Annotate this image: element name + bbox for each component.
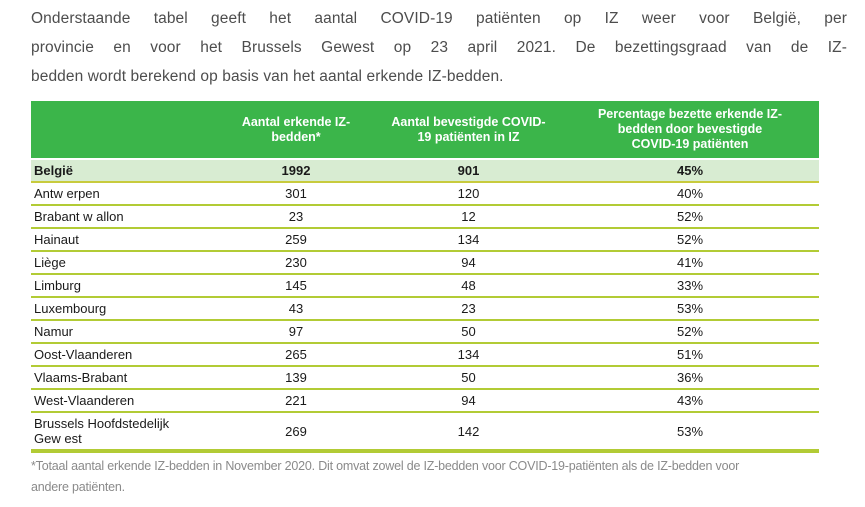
cell-patients: 134 bbox=[376, 343, 561, 367]
cell-patients: 901 bbox=[376, 159, 561, 183]
cell-pct: 51% bbox=[561, 343, 819, 367]
cell-pct: 53% bbox=[561, 412, 819, 453]
cell-pct: 53% bbox=[561, 297, 819, 321]
table-row: Luxembourg 43 23 53% bbox=[31, 297, 819, 321]
cell-pct: 36% bbox=[561, 366, 819, 390]
table-header-row: Aantal erkende IZ- bedden* Aantal bevest… bbox=[31, 101, 819, 160]
header-cell-percentage: Percentage bezette erkende IZ- bedden do… bbox=[561, 101, 819, 160]
cell-beds: 43 bbox=[216, 297, 376, 321]
cell-patients: 142 bbox=[376, 412, 561, 453]
cell-beds: 1992 bbox=[216, 159, 376, 183]
cell-pct: 33% bbox=[561, 274, 819, 298]
cell-patients: 12 bbox=[376, 205, 561, 229]
cell-patients: 134 bbox=[376, 228, 561, 252]
cell-pct: 52% bbox=[561, 228, 819, 252]
cell-pct: 45% bbox=[561, 159, 819, 183]
cell-region: Luxembourg bbox=[31, 297, 216, 321]
table-row: Liège 230 94 41% bbox=[31, 251, 819, 275]
cell-pct: 43% bbox=[561, 389, 819, 413]
header-cell-patients: Aantal bevestigde COVID- 19 patiënten in… bbox=[376, 101, 561, 160]
table-row: Antw erpen 301 120 40% bbox=[31, 182, 819, 206]
covid-iz-table: Aantal erkende IZ- bedden* Aantal bevest… bbox=[31, 101, 819, 453]
cell-beds: 230 bbox=[216, 251, 376, 275]
cell-beds: 269 bbox=[216, 412, 376, 453]
table-row: België 1992 901 45% bbox=[31, 159, 819, 183]
table-row: Hainaut 259 134 52% bbox=[31, 228, 819, 252]
cell-region: Liège bbox=[31, 251, 216, 275]
cell-beds: 259 bbox=[216, 228, 376, 252]
table-row: Oost-Vlaanderen 265 134 51% bbox=[31, 343, 819, 367]
cell-beds: 265 bbox=[216, 343, 376, 367]
cell-patients: 23 bbox=[376, 297, 561, 321]
table-row: Brabant w allon 23 12 52% bbox=[31, 205, 819, 229]
cell-beds: 139 bbox=[216, 366, 376, 390]
intro-paragraph: Onderstaande tabel geeft het aantal COVI… bbox=[31, 4, 847, 91]
cell-patients: 50 bbox=[376, 366, 561, 390]
header-cell-region bbox=[31, 101, 216, 160]
table-row: Namur 97 50 52% bbox=[31, 320, 819, 344]
cell-region: West-Vlaanderen bbox=[31, 389, 216, 413]
table-row: West-Vlaanderen 221 94 43% bbox=[31, 389, 819, 413]
cell-beds: 301 bbox=[216, 182, 376, 206]
footnote-line: andere patiënten. bbox=[31, 480, 125, 494]
cell-patients: 120 bbox=[376, 182, 561, 206]
cell-patients: 48 bbox=[376, 274, 561, 298]
cell-beds: 221 bbox=[216, 389, 376, 413]
footnote: *Totaal aantal erkende IZ-bedden in Nove… bbox=[31, 456, 849, 498]
cell-pct: 52% bbox=[561, 205, 819, 229]
cell-patients: 94 bbox=[376, 389, 561, 413]
cell-pct: 40% bbox=[561, 182, 819, 206]
cell-pct: 41% bbox=[561, 251, 819, 275]
cell-patients: 94 bbox=[376, 251, 561, 275]
intro-line: provincie en voor het Brussels Gewest op… bbox=[31, 39, 847, 56]
table-body: België 1992 901 45% Antw erpen 301 120 40% Braba… bbox=[31, 159, 819, 453]
header-cell-beds: Aantal erkende IZ- bedden* bbox=[216, 101, 376, 160]
cell-beds: 97 bbox=[216, 320, 376, 344]
table-row: Brussels Hoofdstedelijk Gew est 269 142 53% bbox=[31, 412, 819, 453]
cell-region: Hainaut bbox=[31, 228, 216, 252]
cell-region: Limburg bbox=[31, 274, 216, 298]
cell-region: Oost-Vlaanderen bbox=[31, 343, 216, 367]
cell-region: Namur bbox=[31, 320, 216, 344]
cell-region: Antw erpen bbox=[31, 182, 216, 206]
cell-region: Vlaams-Brabant bbox=[31, 366, 216, 390]
footnote-line: *Totaal aantal erkende IZ-bedden in Nove… bbox=[31, 459, 740, 473]
cell-beds: 23 bbox=[216, 205, 376, 229]
table-row: Vlaams-Brabant 139 50 36% bbox=[31, 366, 819, 390]
cell-patients: 50 bbox=[376, 320, 561, 344]
cell-region: Brussels Hoofdstedelijk Gew est bbox=[31, 412, 216, 453]
intro-line: Onderstaande tabel geeft het aantal COVI… bbox=[31, 10, 847, 27]
cell-beds: 145 bbox=[216, 274, 376, 298]
cell-region: Brabant w allon bbox=[31, 205, 216, 229]
cell-region: België bbox=[31, 159, 216, 183]
cell-pct: 52% bbox=[561, 320, 819, 344]
table-row: Limburg 145 48 33% bbox=[31, 274, 819, 298]
intro-line: bedden wordt berekend op basis van het a… bbox=[31, 68, 504, 85]
